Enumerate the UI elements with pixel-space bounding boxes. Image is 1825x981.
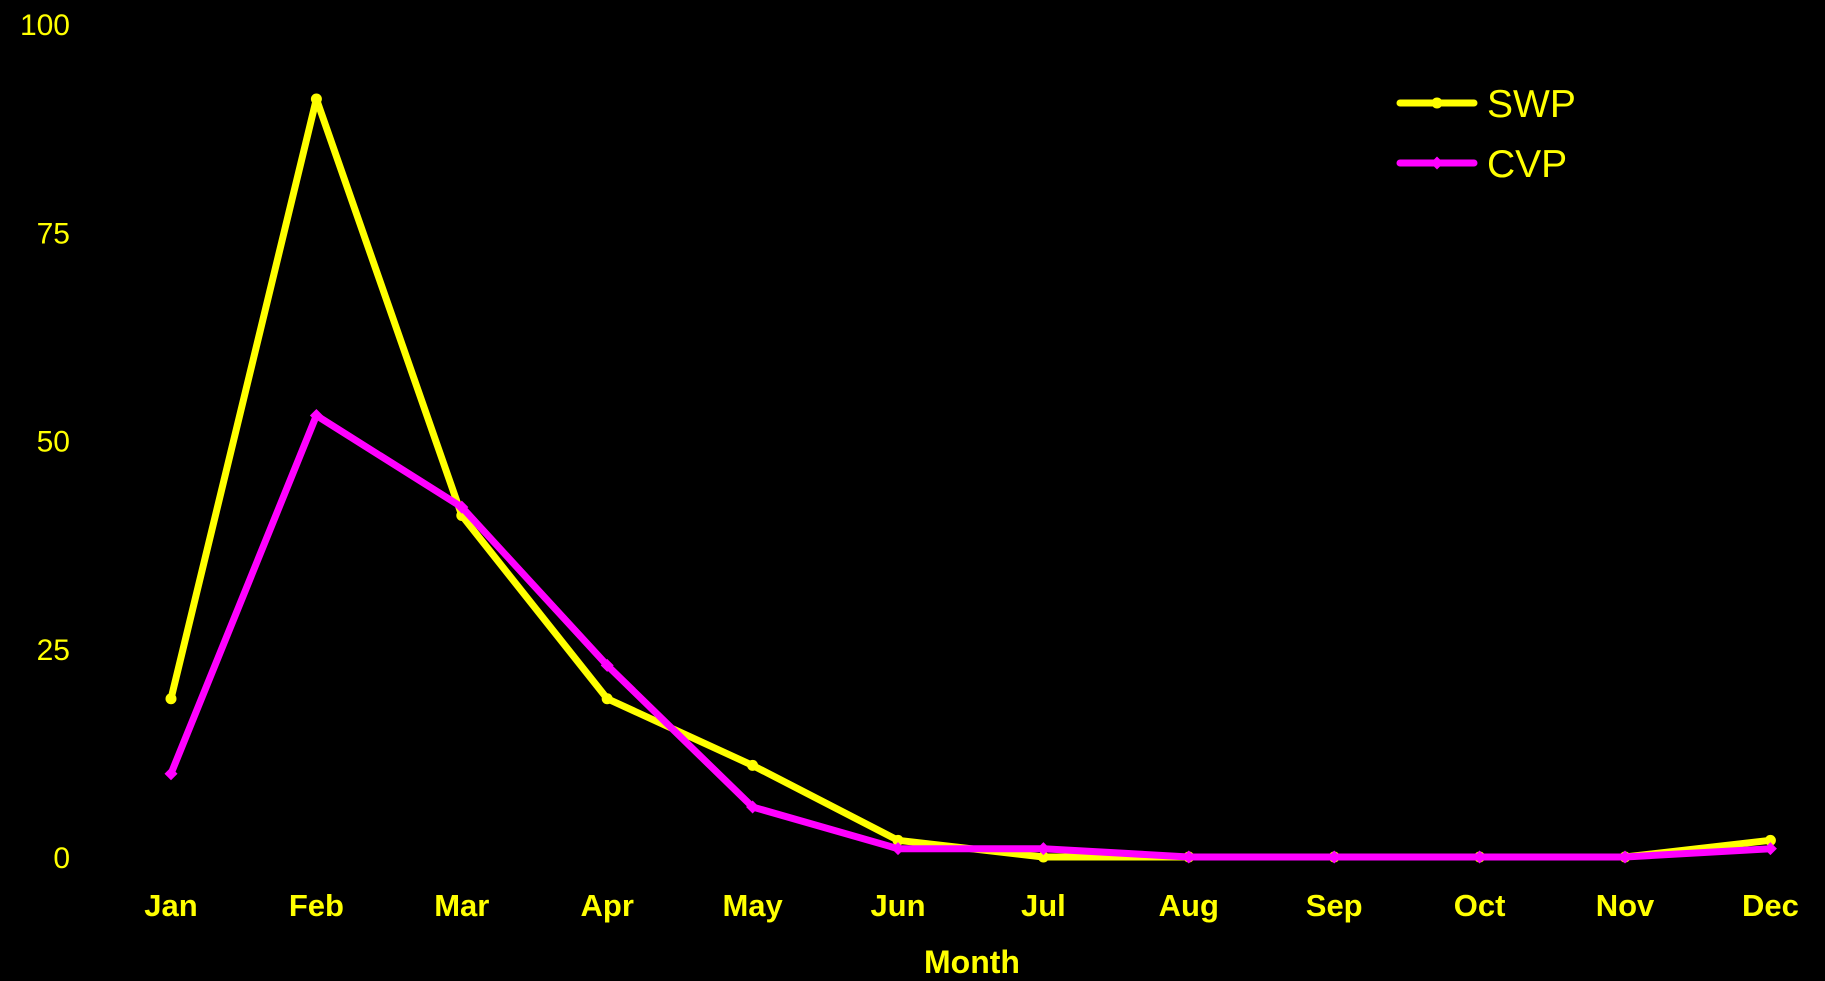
x-tick-label: Sep	[1306, 888, 1363, 923]
data-point-cvp	[600, 658, 614, 672]
x-axis-ticks: Jan Feb Mar Apr May Jun Jul Aug Sep Oct Nov Dec	[144, 888, 1799, 923]
x-tick-label: Jul	[1021, 888, 1066, 923]
x-axis-title: Month	[924, 944, 1020, 980]
data-point-swp	[165, 693, 177, 705]
data-point-cvp	[746, 800, 760, 814]
legend-label: CVP	[1487, 143, 1567, 186]
data-point-cvp	[1473, 850, 1487, 864]
y-tick-label: 100	[20, 9, 70, 42]
legend-marker	[1430, 156, 1444, 170]
data-point-cvp	[1182, 850, 1196, 864]
x-tick-label: Mar	[434, 888, 489, 923]
data-point-cvp	[455, 500, 469, 514]
x-tick-label: Feb	[289, 888, 344, 923]
x-tick-label: Apr	[581, 888, 634, 923]
data-point-cvp	[164, 767, 178, 781]
data-point-swp	[1764, 834, 1776, 846]
series-swp	[165, 93, 1776, 863]
legend-marker	[1431, 97, 1443, 109]
x-tick-label: Dec	[1742, 888, 1799, 923]
series-line-cvp	[167, 412, 1774, 861]
x-tick-label: May	[722, 888, 783, 923]
y-tick-label: 75	[37, 217, 70, 250]
legend: SWP CVP	[1396, 83, 1576, 186]
data-point-swp	[892, 834, 904, 846]
legend-item-swp: SWP	[1396, 83, 1576, 126]
y-tick-label: 25	[37, 634, 70, 667]
series-cvp	[164, 409, 1777, 864]
x-tick-label: Jun	[870, 888, 925, 923]
data-point-swp	[1037, 851, 1049, 863]
y-axis-ticks: 0 25 50 75 100	[20, 9, 70, 875]
data-point-cvp	[1327, 850, 1341, 864]
data-point-swp	[747, 759, 759, 771]
data-point-swp	[310, 93, 322, 105]
x-tick-label: Aug	[1159, 888, 1219, 923]
y-tick-label: 0	[53, 842, 70, 875]
legend-label: SWP	[1487, 83, 1576, 126]
x-tick-label: Jan	[144, 888, 197, 923]
data-point-cvp	[309, 409, 323, 423]
data-point-cvp	[891, 842, 905, 856]
legend-item-cvp: CVP	[1396, 143, 1567, 186]
x-tick-label: Nov	[1596, 888, 1655, 923]
data-point-cvp	[1618, 850, 1632, 864]
data-point-cvp	[1763, 842, 1777, 856]
data-point-swp	[601, 693, 613, 705]
data-point-cvp	[1036, 842, 1050, 856]
y-tick-label: 50	[37, 426, 70, 459]
x-tick-label: Oct	[1454, 888, 1506, 923]
series-layer	[164, 93, 1777, 864]
